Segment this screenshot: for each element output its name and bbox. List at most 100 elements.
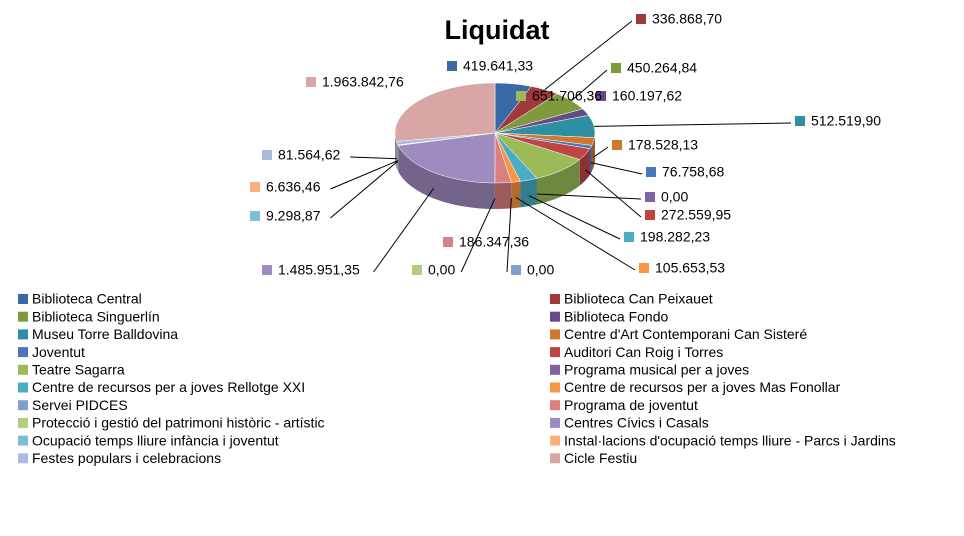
legend-label: Centres Cívics i Casals xyxy=(564,415,709,431)
legend-marker xyxy=(18,347,28,358)
legend-label: Protecció i gestió del patrimoni històri… xyxy=(32,415,325,431)
legend-label: Centre de recursos per a joves Rellotge … xyxy=(32,379,305,395)
data-label: 178.528,13 xyxy=(628,137,698,153)
leader-line xyxy=(515,197,636,271)
slice-side xyxy=(520,178,537,208)
chart-title: Liquidat xyxy=(445,15,550,45)
leader-line xyxy=(528,195,621,240)
legend-label: Instal·lacions d'ocupació temps lliure -… xyxy=(564,432,896,448)
leader-line xyxy=(585,169,642,218)
data-label: 651.706,36 xyxy=(532,88,602,104)
data-label: 198.282,23 xyxy=(640,229,710,245)
data-label: 9.298,87 xyxy=(266,208,321,224)
slice-side xyxy=(494,182,512,209)
legend-label: Biblioteca Can Peixauet xyxy=(564,291,713,307)
slice-side xyxy=(589,145,592,175)
legend-marker xyxy=(18,329,28,340)
data-label: 6.636,46 xyxy=(266,179,321,195)
legend-marker xyxy=(550,329,560,340)
legend-marker xyxy=(550,347,560,358)
legend-marker xyxy=(550,294,560,304)
label-marker xyxy=(624,232,634,242)
label-marker xyxy=(639,263,649,273)
label-marker xyxy=(511,265,521,275)
legend-marker xyxy=(18,400,28,411)
label-marker xyxy=(611,63,621,73)
label-marker xyxy=(645,210,655,220)
leader-line xyxy=(593,146,609,158)
legend-label: Programa musical per a joves xyxy=(564,362,749,378)
leader-line xyxy=(506,197,512,273)
slice-side xyxy=(579,148,590,186)
slice-side xyxy=(536,159,580,205)
legend-label: Centre de recursos per a joves Mas Fonol… xyxy=(564,379,841,395)
legend-marker xyxy=(550,311,560,322)
legend-label: Teatre Sagarra xyxy=(32,362,125,378)
data-label: 0,00 xyxy=(527,262,554,278)
data-label: 419.641,33 xyxy=(463,58,533,74)
legend-marker xyxy=(550,435,560,446)
legend-marker xyxy=(550,382,560,393)
leader-line xyxy=(373,187,435,273)
label-marker xyxy=(636,14,646,24)
legend-label: Servei PIDCES xyxy=(32,397,128,413)
data-label: 272.559,95 xyxy=(661,207,731,223)
data-label: 450.264,84 xyxy=(627,60,697,76)
data-label: 81.564,62 xyxy=(278,147,340,163)
legend-marker xyxy=(18,435,28,446)
leader-line xyxy=(330,160,399,219)
leader-line xyxy=(350,156,398,160)
legend-label: Programa de joventut xyxy=(564,397,698,413)
leader-line xyxy=(330,160,399,190)
data-label: 0,00 xyxy=(661,189,688,205)
legend-marker xyxy=(18,364,28,375)
legend-label: Biblioteca Central xyxy=(32,291,142,307)
label-marker xyxy=(646,167,656,177)
slice xyxy=(397,132,496,184)
label-marker xyxy=(250,182,260,192)
label-marker xyxy=(516,91,526,101)
legend-label: Joventut xyxy=(32,344,85,360)
leader-line xyxy=(536,193,642,200)
slice-side xyxy=(396,141,398,171)
leader-line xyxy=(460,198,496,273)
leader-line xyxy=(544,20,633,91)
data-label: 1.963.842,76 xyxy=(322,74,404,90)
label-marker xyxy=(645,192,655,202)
legend-marker xyxy=(550,364,560,375)
leader-line xyxy=(571,69,608,102)
legend-marker xyxy=(18,417,28,428)
slice-side xyxy=(511,181,521,209)
label-marker xyxy=(612,140,622,150)
data-label: 105.653,53 xyxy=(655,260,725,276)
legend-label: Museu Torre Balldovina xyxy=(32,326,178,342)
leader-line xyxy=(594,122,792,127)
slice xyxy=(394,82,496,142)
legend-marker xyxy=(550,400,560,411)
leader-line xyxy=(590,162,643,175)
slice-side xyxy=(398,145,495,209)
legend-label: Cicle Festiu xyxy=(564,450,637,466)
legend-marker xyxy=(550,417,560,428)
label-marker xyxy=(262,150,272,160)
legend-marker xyxy=(550,453,560,464)
label-marker xyxy=(306,77,316,87)
legend-marker xyxy=(18,294,28,304)
data-label: 512.519,90 xyxy=(811,113,881,129)
legend-label: Festes populars i celebracions xyxy=(32,450,221,466)
label-marker xyxy=(250,211,260,221)
legend-marker xyxy=(18,382,28,393)
legend-marker xyxy=(18,453,28,464)
data-label: 76.758,68 xyxy=(662,164,724,180)
legend-label: Ocupació temps lliure infància i joventu… xyxy=(32,432,279,448)
label-marker xyxy=(412,265,422,275)
legend-label: Biblioteca Fondo xyxy=(564,308,669,324)
label-marker xyxy=(795,116,805,126)
label-marker xyxy=(596,91,606,101)
data-label: 336.868,70 xyxy=(652,11,722,27)
data-label: 1.485.951,35 xyxy=(278,262,360,278)
legend-label: Auditori Can Roig i Torres xyxy=(564,344,723,360)
legend-label: Centre d'Art Contemporani Can Sisteré xyxy=(564,326,807,342)
legend-marker xyxy=(18,311,28,322)
